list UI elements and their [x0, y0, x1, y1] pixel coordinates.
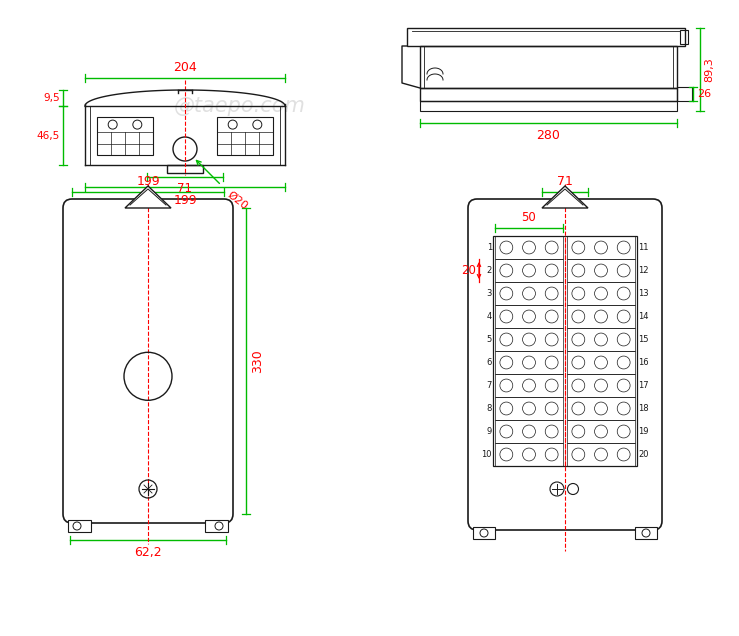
FancyBboxPatch shape: [63, 199, 233, 523]
Bar: [217, 117, 273, 155]
Text: 6: 6: [486, 358, 492, 367]
Text: 71: 71: [557, 175, 573, 188]
Bar: [567, 305, 635, 328]
Bar: [635, 527, 657, 539]
Text: 89,3: 89,3: [704, 57, 714, 82]
Text: 3: 3: [486, 289, 492, 298]
Text: 20: 20: [461, 264, 476, 277]
Text: 62,2: 62,2: [134, 546, 162, 559]
Bar: [495, 374, 563, 397]
Text: 14: 14: [638, 312, 649, 321]
Bar: [495, 305, 563, 328]
Bar: [677, 87, 692, 101]
Bar: [567, 374, 635, 397]
Bar: [567, 236, 635, 259]
Bar: [495, 236, 563, 259]
Bar: [134, 205, 162, 213]
Text: 2: 2: [487, 266, 492, 275]
Text: 199: 199: [173, 194, 197, 207]
Bar: [495, 420, 563, 443]
Text: 26: 26: [697, 89, 711, 99]
Text: 17: 17: [638, 381, 649, 390]
Bar: [495, 351, 563, 374]
Bar: [551, 205, 579, 213]
Text: 7: 7: [486, 381, 492, 390]
Bar: [495, 397, 563, 420]
Bar: [567, 443, 635, 466]
Text: 4: 4: [487, 312, 492, 321]
Bar: [567, 397, 635, 420]
Text: 46,5: 46,5: [37, 130, 60, 141]
Text: 15: 15: [638, 335, 649, 344]
Text: 18: 18: [638, 404, 649, 413]
Text: 1: 1: [487, 243, 492, 252]
Bar: [567, 420, 635, 443]
Bar: [567, 351, 635, 374]
Bar: [567, 328, 635, 351]
Text: 330: 330: [251, 349, 264, 373]
Text: 71: 71: [177, 182, 192, 195]
Bar: [420, 88, 677, 101]
Text: 13: 13: [638, 289, 649, 298]
Bar: [680, 30, 688, 44]
Text: 5: 5: [487, 335, 492, 344]
Polygon shape: [542, 186, 588, 208]
Bar: [205, 520, 228, 532]
Text: 8: 8: [486, 404, 492, 413]
FancyBboxPatch shape: [468, 199, 662, 530]
Polygon shape: [125, 186, 171, 208]
Text: 12: 12: [638, 266, 649, 275]
Bar: [420, 101, 677, 111]
Text: 9: 9: [487, 427, 492, 436]
Text: 280: 280: [537, 129, 560, 142]
Bar: [495, 282, 563, 305]
Text: 19: 19: [638, 427, 649, 436]
Text: 11: 11: [638, 243, 649, 252]
Text: 204: 204: [173, 61, 197, 74]
Text: 16: 16: [638, 358, 649, 367]
Text: Ø20: Ø20: [225, 190, 250, 211]
Bar: [68, 520, 91, 532]
Bar: [567, 282, 635, 305]
Bar: [97, 117, 153, 155]
Text: @taepo.com: @taepo.com: [508, 337, 621, 355]
Text: 10: 10: [482, 450, 492, 459]
Bar: [473, 527, 495, 539]
Bar: [420, 46, 677, 88]
Text: 9,5: 9,5: [44, 93, 60, 103]
Text: 50: 50: [522, 211, 537, 224]
Bar: [495, 443, 563, 466]
Bar: [407, 28, 685, 46]
Bar: [567, 259, 635, 282]
Bar: [495, 328, 563, 351]
Text: @taepo.com: @taepo.com: [174, 96, 306, 116]
Text: 199: 199: [136, 175, 160, 188]
Text: 20: 20: [638, 450, 649, 459]
Bar: [493, 236, 637, 466]
Bar: [167, 165, 203, 173]
Bar: [495, 259, 563, 282]
